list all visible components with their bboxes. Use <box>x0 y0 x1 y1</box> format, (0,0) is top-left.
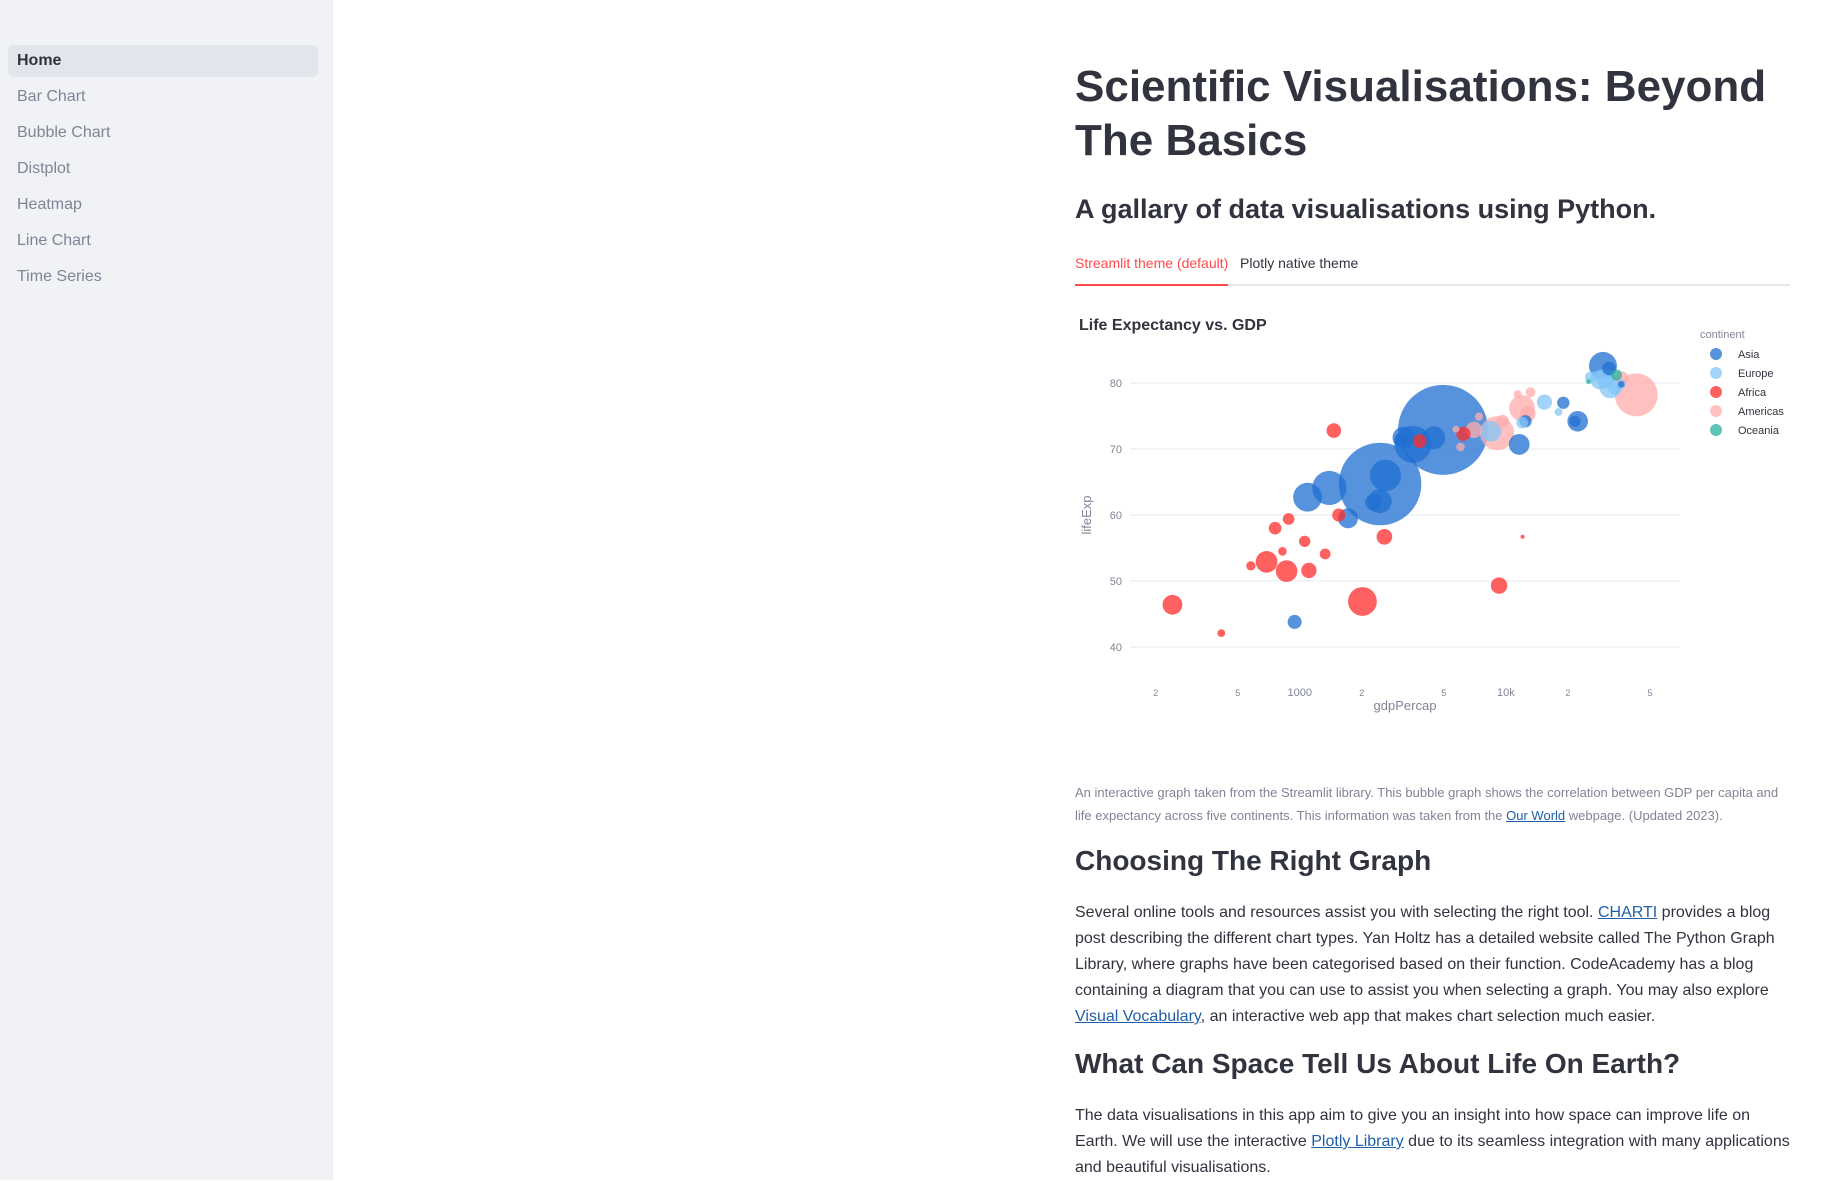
paragraph-text: The data visualisations in this app aim … <box>1075 1107 1751 1150</box>
visual-vocabulary-link[interactable]: Visual Vocabulary <box>1075 1008 1201 1025</box>
data-point-africa <box>1332 508 1346 522</box>
x-tick-label: 5 <box>1441 688 1446 698</box>
data-point-africa <box>1282 513 1295 525</box>
data-point-africa <box>1520 534 1525 539</box>
charti-link[interactable]: CHARTI <box>1597 904 1658 921</box>
y-tick-label: 50 <box>1110 576 1122 588</box>
data-point-africa <box>1255 550 1278 573</box>
paragraph-text: due to its seamless integration with man… <box>1075 1133 1790 1176</box>
y-tick-label: 60 <box>1110 510 1122 522</box>
data-point-americas <box>1456 442 1465 452</box>
data-point-africa <box>1490 577 1508 594</box>
x-tick-label: 2 <box>1359 688 1364 698</box>
data-point-oceania <box>1610 369 1623 381</box>
legend-marker <box>1710 386 1722 398</box>
plotly-library-link[interactable]: Plotly Library <box>1311 1133 1404 1150</box>
chart-caption: An interactive graph taken from the Stre… <box>1075 781 1790 827</box>
data-point-africa <box>1456 426 1471 441</box>
y-tick-label: 80 <box>1110 378 1122 390</box>
chart-canvas[interactable]: 40 50 60 70 80 2 5 1000 2 5 10k 2 5 gdpPercap lifeExp c… <box>1075 305 1795 725</box>
sidebar-item-bar-chart[interactable]: Bar Chart <box>17 88 86 105</box>
data-point-africa <box>1278 547 1287 556</box>
y-tick-label: 70 <box>1110 444 1122 456</box>
our-world-link[interactable]: Our World <box>1506 808 1566 823</box>
section-paragraph-choosing-graph: Several online tools and resources assis… <box>1075 900 1790 1030</box>
data-point-africa <box>1162 594 1183 615</box>
data-point-africa <box>1376 528 1393 545</box>
legend-entry: Asia <box>1738 349 1760 361</box>
section-heading-space-life: What Can Space Tell Us About Life On Ear… <box>1075 1048 1681 1079</box>
legend-marker <box>1710 367 1722 379</box>
data-point-asia <box>1365 494 1382 511</box>
data-point-americas <box>1525 387 1536 398</box>
section-paragraph-space-life: The data visualisations in this app aim … <box>1075 1103 1790 1181</box>
data-point-africa <box>1412 434 1427 448</box>
page-title: Scientific Visualisations: Beyond The Ba… <box>1075 62 1767 165</box>
data-point-europe <box>1554 408 1563 416</box>
x-axis-label: gdpPercap <box>1374 698 1437 713</box>
data-point-oceania <box>1586 379 1591 385</box>
x-tick-label: 5 <box>1235 688 1240 698</box>
data-point-africa <box>1348 587 1377 616</box>
legend-marker <box>1710 405 1722 417</box>
data-point-africa <box>1268 521 1282 535</box>
data-point-asia <box>1369 459 1402 492</box>
sidebar-item-line-chart[interactable]: Line Chart <box>17 232 91 249</box>
data-point-africa <box>1326 423 1342 438</box>
data-point-americas <box>1513 390 1522 399</box>
legend-marker <box>1710 424 1722 436</box>
data-point-africa <box>1298 535 1311 548</box>
data-point-africa <box>1319 548 1331 560</box>
page-subtitle: A gallary of data visualisations using P… <box>1075 194 1657 224</box>
y-axis-label: lifeExp <box>1079 495 1094 534</box>
legend-entry: Oceania <box>1738 425 1780 437</box>
sidebar-item-time-series[interactable]: Time Series <box>17 268 102 285</box>
tab-streamlit-theme[interactable]: Streamlit theme (default) <box>1075 252 1229 286</box>
chart-title: Life Expectancy vs. GDP <box>1079 317 1267 334</box>
data-point-americas <box>1452 425 1460 433</box>
legend-marker <box>1710 348 1722 360</box>
sidebar-item-distplot[interactable]: Distplot <box>17 160 71 177</box>
data-point-asia <box>1394 433 1408 447</box>
data-point-africa <box>1275 560 1298 582</box>
legend-title: continent <box>1700 329 1745 341</box>
legend-entry: Europe <box>1738 368 1773 380</box>
data-point-americas <box>1474 412 1484 421</box>
x-tick-label: 5 <box>1647 688 1652 698</box>
legend-entry: Americas <box>1738 406 1784 418</box>
data-point-europe <box>1480 420 1502 442</box>
sidebar: Home Bar Chart Bubble Chart Distplot Hea… <box>0 0 333 1180</box>
data-point-africa <box>1301 562 1317 579</box>
x-tick-label: 1000 <box>1288 687 1312 699</box>
data-point-asia <box>1557 396 1570 409</box>
data-point-africa <box>1246 561 1256 571</box>
section-heading-choosing-graph: Choosing The Right Graph <box>1075 845 1432 876</box>
theme-tabs: Streamlit theme (default) Plotly native … <box>1075 252 1790 286</box>
data-point-africa <box>1217 629 1226 638</box>
data-point-asia <box>1422 426 1446 450</box>
data-point-europe <box>1536 394 1553 410</box>
legend-entry: Africa <box>1738 387 1767 399</box>
data-point-asia <box>1293 482 1322 512</box>
x-tick-label: 10k <box>1497 687 1515 699</box>
data-point-europe <box>1516 416 1528 429</box>
data-point-asia <box>1569 415 1581 427</box>
tab-plotly-native-theme[interactable]: Plotly native theme <box>1240 255 1359 271</box>
paragraph-text: Several online tools and resources assis… <box>1075 904 1598 921</box>
sidebar-item-heatmap[interactable]: Heatmap <box>17 196 82 213</box>
data-point-asia <box>1617 381 1625 388</box>
paragraph-text: , an interactive web app that makes char… <box>1200 1008 1656 1025</box>
x-tick-label: 2 <box>1565 688 1570 698</box>
x-tick-label: 2 <box>1153 688 1158 698</box>
paragraph-text: provides a blog post describing the diff… <box>1075 904 1775 999</box>
data-point-asia <box>1508 434 1530 455</box>
y-tick-label: 40 <box>1110 642 1122 654</box>
data-point-americas <box>1496 414 1510 428</box>
caption-text-end: webpage. (Updated 2023). <box>1565 808 1723 823</box>
data-point-asia <box>1287 614 1302 629</box>
bubble-chart[interactable]: Life Expectancy vs. GDP 40 50 60 70 80 2 5 1000… <box>1075 305 1795 725</box>
sidebar-item-bubble-chart[interactable]: Bubble Chart <box>17 124 111 141</box>
caption-text: An interactive graph taken from the Stre… <box>1075 785 1779 823</box>
sidebar-item-home[interactable]: Home <box>8 45 318 77</box>
